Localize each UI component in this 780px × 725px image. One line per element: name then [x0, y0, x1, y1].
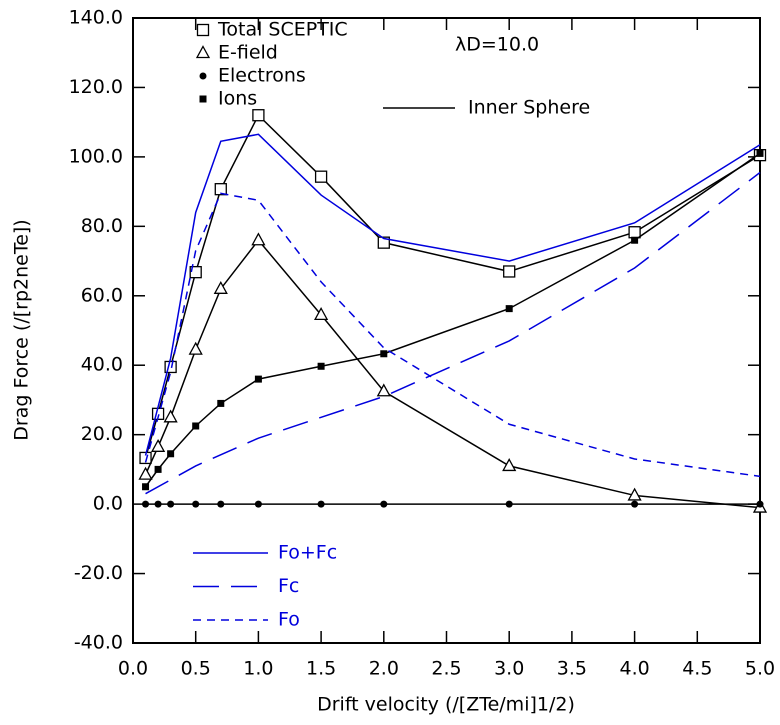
- marker: [380, 350, 388, 358]
- marker: [167, 500, 175, 508]
- x-axis-label: Drift velocity (/[ZTe/mi]1/2): [317, 694, 575, 716]
- y-axis-label: Drag Force (/[rp2neTe]): [11, 219, 33, 440]
- x-tick-label: 1.5: [306, 658, 336, 680]
- marker: [167, 450, 175, 458]
- x-tick-label: 2.0: [369, 658, 399, 680]
- x-tick-label: 0.5: [181, 658, 211, 680]
- marker: [217, 399, 225, 407]
- y-tick-label: 60.0: [81, 284, 123, 306]
- marker: [189, 266, 202, 279]
- marker: [252, 109, 265, 122]
- legend-label: Fo: [278, 609, 300, 631]
- legend-marker: [199, 95, 207, 103]
- x-tick-label: 3.0: [494, 658, 524, 680]
- marker: [317, 500, 325, 508]
- y-tick-label: 20.0: [81, 423, 123, 445]
- marker: [139, 451, 152, 465]
- marker: [631, 500, 639, 508]
- marker: [628, 226, 641, 239]
- marker: [502, 458, 517, 472]
- y-tick-label: 80.0: [81, 215, 123, 237]
- legend-marker: [199, 72, 207, 80]
- series-line: [144, 133, 761, 456]
- marker: [317, 362, 325, 370]
- x-tick-label: 4.5: [682, 658, 712, 680]
- marker: [142, 483, 150, 491]
- marker: [192, 422, 200, 430]
- marker: [254, 500, 262, 508]
- marker: [217, 500, 225, 508]
- marker: [505, 500, 513, 508]
- y-tick-label: 0.0: [93, 493, 123, 515]
- y-tick-label: 120.0: [69, 76, 123, 98]
- marker: [142, 500, 150, 508]
- marker: [756, 500, 764, 508]
- x-tick-label: 5.0: [745, 658, 775, 680]
- y-tick-label: 40.0: [81, 354, 123, 376]
- marker: [380, 500, 388, 508]
- series-line: [144, 113, 761, 459]
- marker: [213, 280, 228, 294]
- marker: [214, 183, 227, 196]
- legend-label: Inner Sphere: [468, 97, 590, 119]
- marker: [192, 500, 200, 508]
- x-tick-label: 1.0: [243, 658, 273, 680]
- marker: [631, 236, 639, 244]
- marker: [154, 500, 162, 508]
- marker: [377, 236, 390, 249]
- marker: [254, 375, 262, 383]
- x-tick-label: 2.5: [431, 658, 461, 680]
- legend-label: E-field: [218, 42, 278, 64]
- legend-marker: [196, 23, 210, 37]
- marker: [756, 149, 764, 157]
- y-tick-label: -40.0: [74, 632, 123, 654]
- marker: [138, 466, 153, 480]
- marker: [150, 438, 166, 452]
- x-tick-label: 3.5: [557, 658, 587, 680]
- legend-marker: [195, 45, 211, 59]
- annotation: λD=10.0: [455, 34, 539, 56]
- marker: [164, 360, 177, 374]
- y-tick-label: 100.0: [69, 145, 123, 167]
- x-tick-label: 0.0: [118, 658, 148, 680]
- marker: [503, 265, 516, 278]
- series-line: [144, 239, 761, 509]
- legend-label: Fo+Fc: [278, 542, 337, 564]
- series-line: [145, 171, 761, 495]
- marker: [314, 307, 329, 321]
- y-tick-label: 140.0: [69, 7, 123, 29]
- x-tick-label: 4.0: [619, 658, 649, 680]
- marker: [163, 409, 178, 423]
- y-tick-label: -20.0: [74, 562, 123, 584]
- series-line: [144, 192, 761, 478]
- legend-label: Fc: [278, 575, 299, 597]
- legend-label: Total SCEPTIC: [217, 19, 348, 41]
- marker: [251, 232, 266, 246]
- marker: [627, 487, 642, 501]
- legend-label: Ions: [218, 88, 257, 110]
- series-line: [144, 152, 761, 488]
- marker: [154, 465, 162, 473]
- marker: [314, 170, 328, 183]
- marker: [505, 305, 513, 313]
- legend-label: Electrons: [218, 65, 306, 87]
- marker: [188, 341, 203, 355]
- marker: [376, 383, 391, 397]
